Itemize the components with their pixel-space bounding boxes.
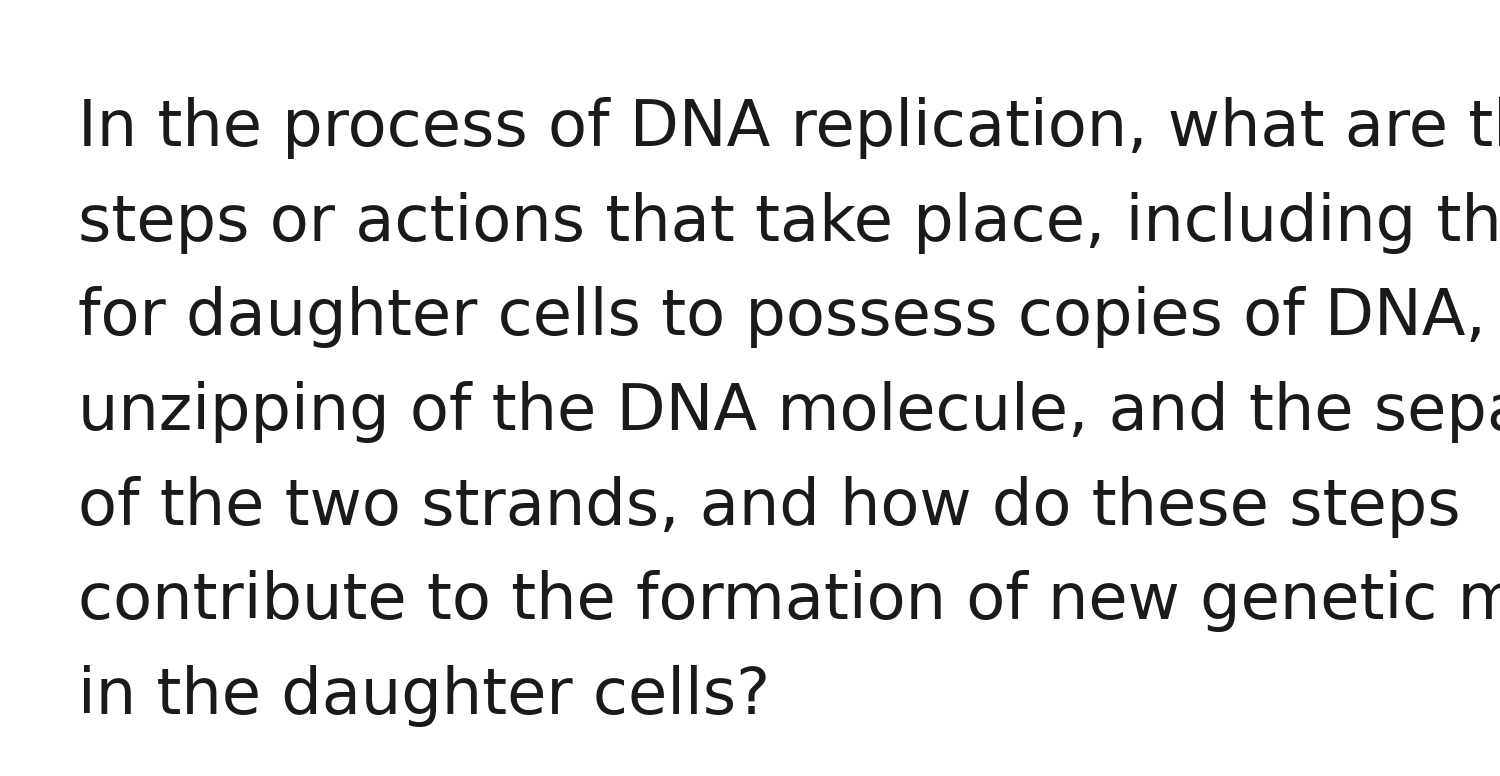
Text: for daughter cells to possess copies of DNA, the: for daughter cells to possess copies of … [78,286,1500,348]
Text: steps or actions that take place, including the need: steps or actions that take place, includ… [78,192,1500,254]
Text: in the daughter cells?: in the daughter cells? [78,665,770,727]
Text: In the process of DNA replication, what are the key: In the process of DNA replication, what … [78,97,1500,159]
Text: unzipping of the DNA molecule, and the separation: unzipping of the DNA molecule, and the s… [78,381,1500,443]
Text: contribute to the formation of new genetic material: contribute to the formation of new genet… [78,570,1500,632]
Text: of the two strands, and how do these steps: of the two strands, and how do these ste… [78,476,1461,538]
